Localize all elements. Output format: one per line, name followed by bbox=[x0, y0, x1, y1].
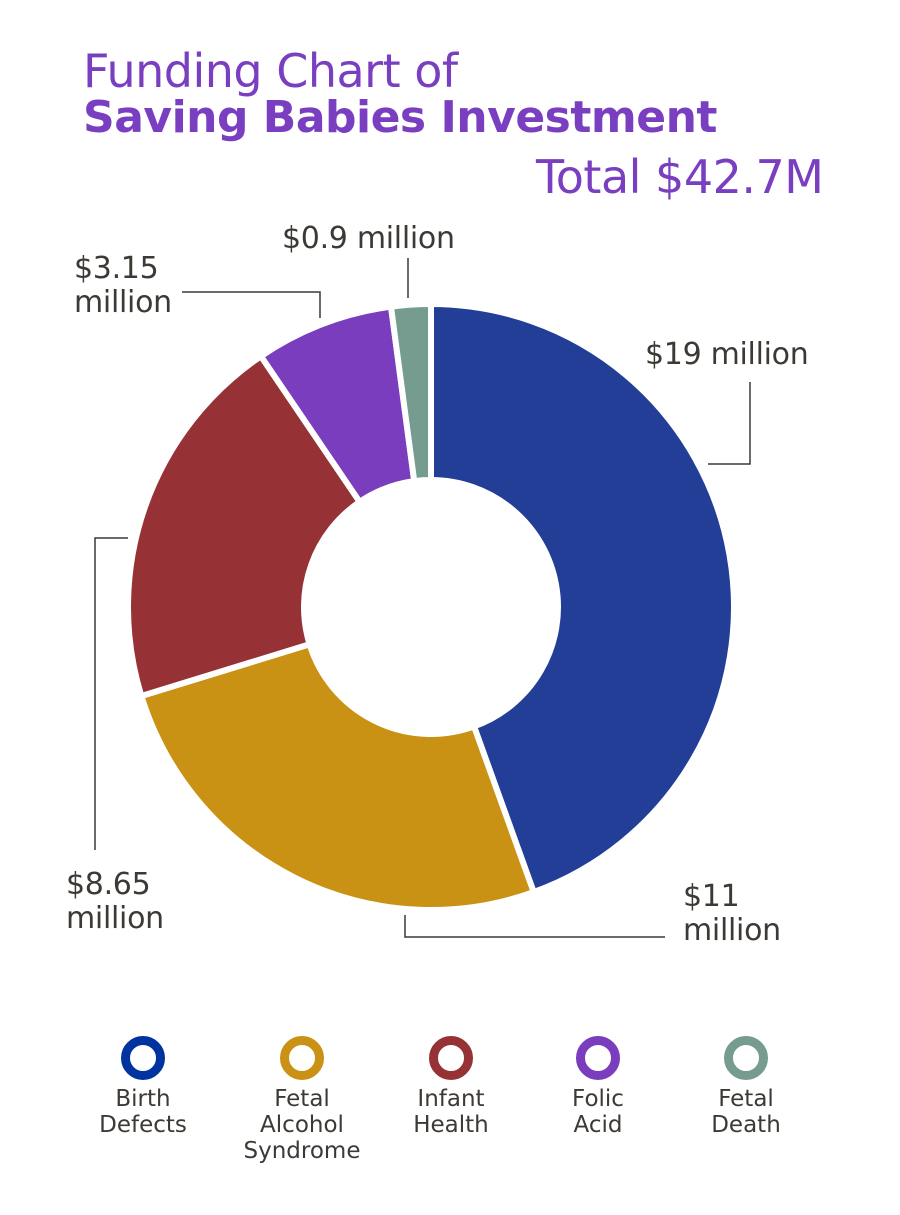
total-label: Total $42.7M bbox=[536, 150, 824, 204]
data-label-fetal-death: $0.9 million bbox=[282, 221, 455, 256]
legend-ring-icon bbox=[121, 1036, 165, 1080]
legend-ring-icon bbox=[280, 1036, 324, 1080]
legend-item-folic-acid: Folic Acid bbox=[518, 1036, 678, 1138]
data-label-birth-defects: $19 million bbox=[645, 337, 809, 372]
legend-item-fetal-alcohol: Fetal Alcohol Syndrome bbox=[222, 1036, 382, 1164]
legend-label: Infant Health bbox=[413, 1086, 489, 1138]
legend-ring-icon bbox=[724, 1036, 768, 1080]
legend-label: Fetal Death bbox=[711, 1086, 781, 1138]
legend-label: Birth Defects bbox=[99, 1086, 187, 1138]
donut-slice-fetal-death bbox=[387, 300, 434, 485]
legend-label: Fetal Alcohol Syndrome bbox=[243, 1086, 361, 1164]
donut-slice-infant-health bbox=[125, 352, 364, 700]
data-label-fetal-alcohol: $11 million bbox=[683, 879, 781, 948]
donut-slice-fetal-alcohol-syndrome bbox=[137, 640, 538, 913]
legend-item-infant-health: Infant Health bbox=[371, 1036, 531, 1138]
chart-subtitle: Saving Babies Investment bbox=[83, 92, 717, 143]
legend-label: Folic Acid bbox=[572, 1086, 624, 1138]
data-label-folic-acid: $3.15 million bbox=[74, 251, 172, 320]
leader-line-infant-health bbox=[94, 537, 128, 850]
legend-ring-icon bbox=[429, 1036, 473, 1080]
leader-line-folic-acid bbox=[182, 291, 321, 318]
legend-item-birth-defects: Birth Defects bbox=[63, 1036, 223, 1138]
donut-slice-birth-defects bbox=[428, 300, 737, 896]
chart-title: Funding Chart of bbox=[83, 44, 458, 98]
leader-line-birth-defects bbox=[708, 382, 751, 465]
legend-ring-icon bbox=[576, 1036, 620, 1080]
leader-line-fetal-alcohol bbox=[404, 915, 665, 938]
data-label-infant-health: $8.65 million bbox=[66, 867, 164, 936]
legend-item-fetal-death: Fetal Death bbox=[666, 1036, 826, 1138]
